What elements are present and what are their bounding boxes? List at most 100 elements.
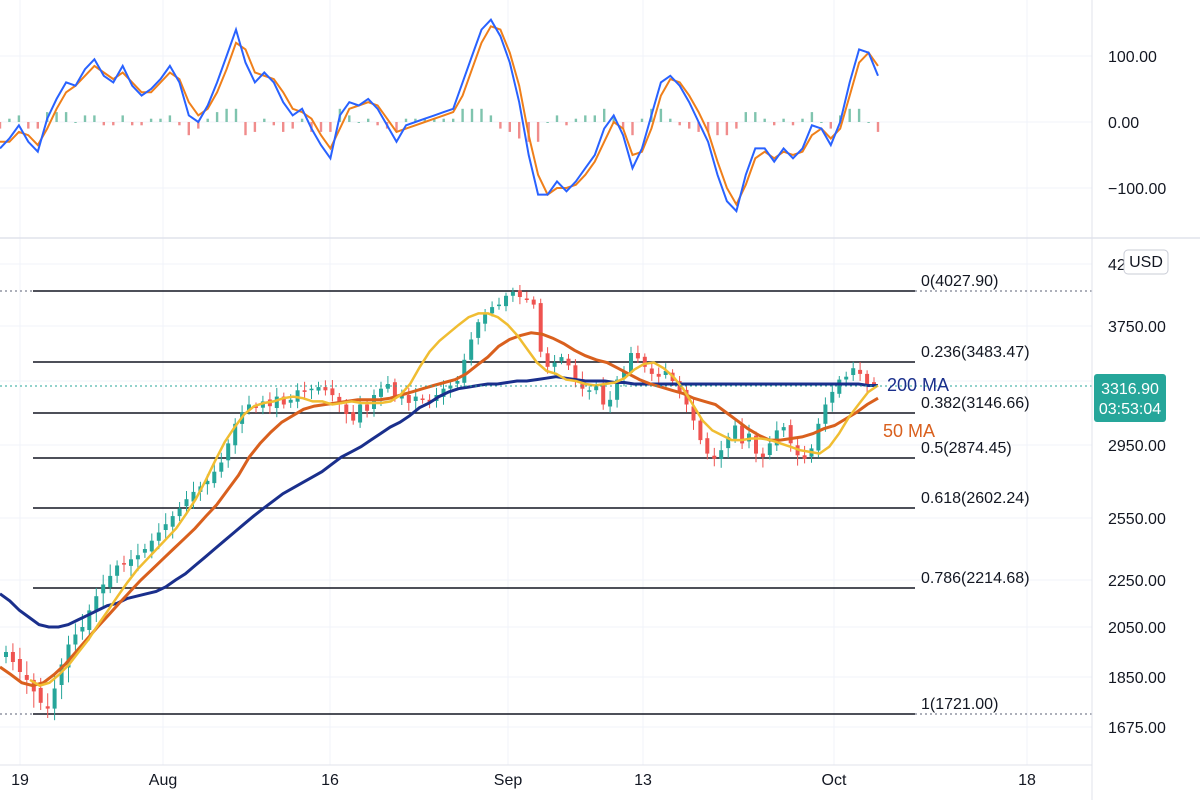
candle-body: [698, 420, 703, 441]
histogram-bar: [725, 122, 729, 136]
price-tick-label: 2250.00: [1108, 573, 1166, 590]
candle-body: [302, 390, 307, 392]
histogram-bar: [93, 115, 96, 122]
histogram-bar: [593, 115, 596, 122]
histogram-bar: [744, 112, 747, 122]
candle-body: [615, 379, 620, 400]
time-axis[interactable]: 19 Aug 16 Sep 13 Oct 18: [11, 772, 1036, 789]
histogram-bar: [612, 115, 615, 122]
histogram-bar: [480, 108, 483, 122]
histogram-bar: [140, 122, 143, 126]
oscillator-tick-label: −100.00: [1108, 181, 1166, 198]
candle-body: [45, 706, 50, 709]
candle-body: [656, 373, 661, 377]
candle-body: [4, 652, 8, 657]
candle-body: [608, 399, 613, 407]
candle-body: [504, 295, 508, 307]
histogram-bar: [470, 108, 474, 122]
histogram-bar: [395, 122, 398, 132]
candle-body: [573, 365, 578, 381]
time-tick-label: Aug: [149, 772, 177, 789]
candle-body: [365, 404, 370, 411]
histogram-bar: [489, 115, 493, 122]
candle-body: [684, 389, 689, 405]
candle-body: [712, 455, 717, 459]
candle-body: [858, 369, 863, 374]
candle-body: [705, 438, 710, 454]
fib-level-label: 0.236(3483.47): [921, 344, 1030, 361]
time-tick-label: 18: [1018, 772, 1036, 789]
histogram-bar: [716, 122, 719, 136]
candle-body: [552, 362, 557, 367]
candle-body: [399, 395, 404, 399]
histogram-bar: [187, 122, 190, 136]
histogram-bar: [688, 122, 691, 129]
candle-body: [330, 388, 335, 396]
candle-body: [344, 404, 349, 414]
candle-body: [392, 382, 397, 397]
candle-body: [163, 524, 168, 530]
histogram-bar: [706, 122, 710, 132]
histogram-bar: [640, 118, 644, 122]
price-panel: 0(4027.90) 0.236(3483.47) 0.382(3146.66) 0.…: [0, 273, 1092, 721]
histogram-bar: [829, 122, 832, 129]
candle-body: [531, 299, 536, 305]
candle-body: [719, 450, 724, 459]
candle-body: [788, 425, 793, 444]
candle-body: [142, 549, 147, 553]
last-price-value: 3316.90: [1101, 381, 1159, 398]
candle-body: [309, 388, 314, 391]
candle-body: [802, 455, 807, 459]
ma20-line: [29, 312, 879, 687]
histogram-bar: [159, 118, 162, 122]
candle-body: [594, 385, 599, 391]
candle-body: [288, 399, 293, 403]
time-tick-label: 13: [634, 772, 652, 789]
last-price-badge: 3316.90 03:53:04: [1094, 374, 1166, 422]
currency-button[interactable]: USD: [1123, 249, 1169, 275]
candle-body: [837, 379, 842, 394]
candle-body: [385, 384, 390, 389]
histogram-bar: [518, 122, 521, 139]
candle-body: [59, 664, 64, 685]
histogram-bar: [735, 122, 738, 129]
bar-countdown: 03:53:04: [1099, 401, 1161, 418]
histogram-bar: [263, 118, 266, 122]
candle-body: [677, 381, 682, 392]
candle-body: [663, 371, 668, 375]
candle-body: [413, 396, 418, 401]
candle-body: [587, 390, 592, 392]
histogram-bar: [272, 122, 275, 126]
histogram-bar: [546, 122, 549, 123]
oscillator-panel: [0, 18, 880, 214]
candle-body: [649, 368, 654, 374]
histogram-bar: [282, 122, 285, 132]
candle-body: [122, 563, 126, 565]
oscillator-axis[interactable]: 100.00 0.00 −100.00: [1108, 49, 1166, 198]
candle-body: [629, 353, 633, 373]
fib-level-label: 0.618(2602.24): [921, 490, 1030, 507]
candle-body: [129, 559, 133, 566]
candle-body: [212, 471, 217, 484]
candle-body: [538, 303, 543, 352]
ma200-line: [0, 375, 878, 629]
candle-body: [462, 359, 467, 383]
candle-body: [177, 508, 182, 517]
candle-body: [205, 480, 210, 485]
histogram-bar: [876, 122, 880, 132]
candle-body: [316, 387, 321, 391]
candle-body: [851, 368, 856, 375]
candle-body: [323, 387, 328, 391]
candle-body: [510, 292, 515, 296]
histogram-bar: [442, 118, 445, 122]
time-tick-label: Oct: [822, 772, 847, 789]
histogram-bar: [820, 122, 823, 123]
candle-body: [337, 396, 342, 405]
histogram-bar: [36, 122, 39, 129]
histogram-bar: [253, 122, 257, 132]
candle-body: [358, 404, 363, 423]
histogram-bar: [0, 122, 2, 129]
oscillator-tick-label: 100.00: [1108, 49, 1157, 66]
